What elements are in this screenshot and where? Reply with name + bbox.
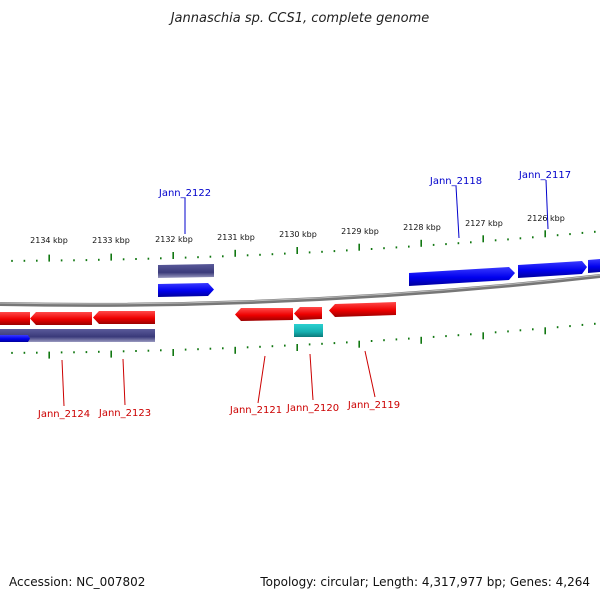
gene-reverse-left-edge[interactable] xyxy=(0,312,30,325)
reverse-gene-labels: Jann_2124 Jann_2123 Jann_2121 Jann_2120 … xyxy=(37,400,400,420)
rna-gene-cyan[interactable] xyxy=(294,324,323,337)
gene-reverse-jann-2119[interactable] xyxy=(329,302,396,317)
scale-label-2127: 2127 kbp xyxy=(465,219,503,228)
genome-stats-text: Topology: circular; Length: 4,317,977 bp… xyxy=(259,575,590,589)
leader-jann-2123 xyxy=(122,358,126,406)
forward-label-leaders xyxy=(184,179,549,239)
scale-label-2129: 2129 kbp xyxy=(341,227,379,236)
gene-label-jann-2117[interactable]: Jann_2117 xyxy=(518,170,571,181)
scale-label-2131: 2131 kbp xyxy=(217,233,255,242)
leader-jann-2124 xyxy=(61,359,65,407)
scale-label-2133: 2133 kbp xyxy=(92,236,130,245)
gene-reverse-jann-2124[interactable] xyxy=(30,312,92,325)
gene-forward-edge[interactable] xyxy=(588,259,600,273)
gene-label-jann-2124[interactable]: Jann_2124 xyxy=(37,409,90,420)
reverse-features xyxy=(0,302,396,342)
gene-label-jann-2122[interactable]: Jann_2122 xyxy=(158,188,211,199)
scale-label-2132: 2132 kbp xyxy=(155,235,193,244)
gene-label-jann-2120[interactable]: Jann_2120 xyxy=(286,403,339,414)
accession-text: Accession: NC_007802 xyxy=(9,575,145,589)
gene-forward-jann-2117[interactable] xyxy=(518,261,587,278)
scale-label-2126: 2126 kbp xyxy=(527,214,565,223)
gene-label-jann-2121[interactable]: Jann_2121 xyxy=(229,405,282,416)
gene-forward-jann-2122[interactable] xyxy=(158,283,214,297)
gene-forward-jann-2118[interactable] xyxy=(409,267,515,286)
leader-jann-2118 xyxy=(455,185,460,239)
scale-label-2130: 2130 kbp xyxy=(279,230,317,239)
inner-scale-ticks xyxy=(11,322,596,359)
gene-reverse-jann-2123[interactable] xyxy=(93,311,155,324)
gene-label-jann-2118[interactable]: Jann_2118 xyxy=(429,176,482,187)
scale-label-2128: 2128 kbp xyxy=(403,223,441,232)
scale-label-2134: 2134 kbp xyxy=(30,236,68,245)
gene-reverse-jann-2121[interactable] xyxy=(235,308,293,321)
genome-backbone xyxy=(0,274,600,307)
gene-label-jann-2119[interactable]: Jann_2119 xyxy=(347,400,400,411)
outer-scale-ticks xyxy=(11,230,596,262)
gene-label-jann-2123[interactable]: Jann_2123 xyxy=(98,408,151,419)
genome-backbone-highlight xyxy=(0,274,600,305)
other-feature-forward[interactable] xyxy=(158,264,214,278)
forward-features xyxy=(158,259,600,297)
leader-jann-2120 xyxy=(309,353,314,401)
gene-reverse-blue-edge[interactable] xyxy=(0,335,30,342)
reverse-label-leaders xyxy=(61,350,376,407)
scale-labels: 2134 kbp 2133 kbp 2132 kbp 2131 kbp 2130… xyxy=(30,214,565,245)
other-feature-reverse[interactable] xyxy=(0,329,155,342)
leader-jann-2121 xyxy=(257,355,266,404)
leader-jann-2119 xyxy=(364,350,376,398)
gene-reverse-jann-2120[interactable] xyxy=(294,307,322,320)
map-title: Jannaschia sp. CCS1, complete genome xyxy=(168,11,430,26)
forward-gene-labels: Jann_2122 Jann_2118 Jann_2117 xyxy=(158,170,571,199)
leader-jann-2117 xyxy=(545,179,549,230)
